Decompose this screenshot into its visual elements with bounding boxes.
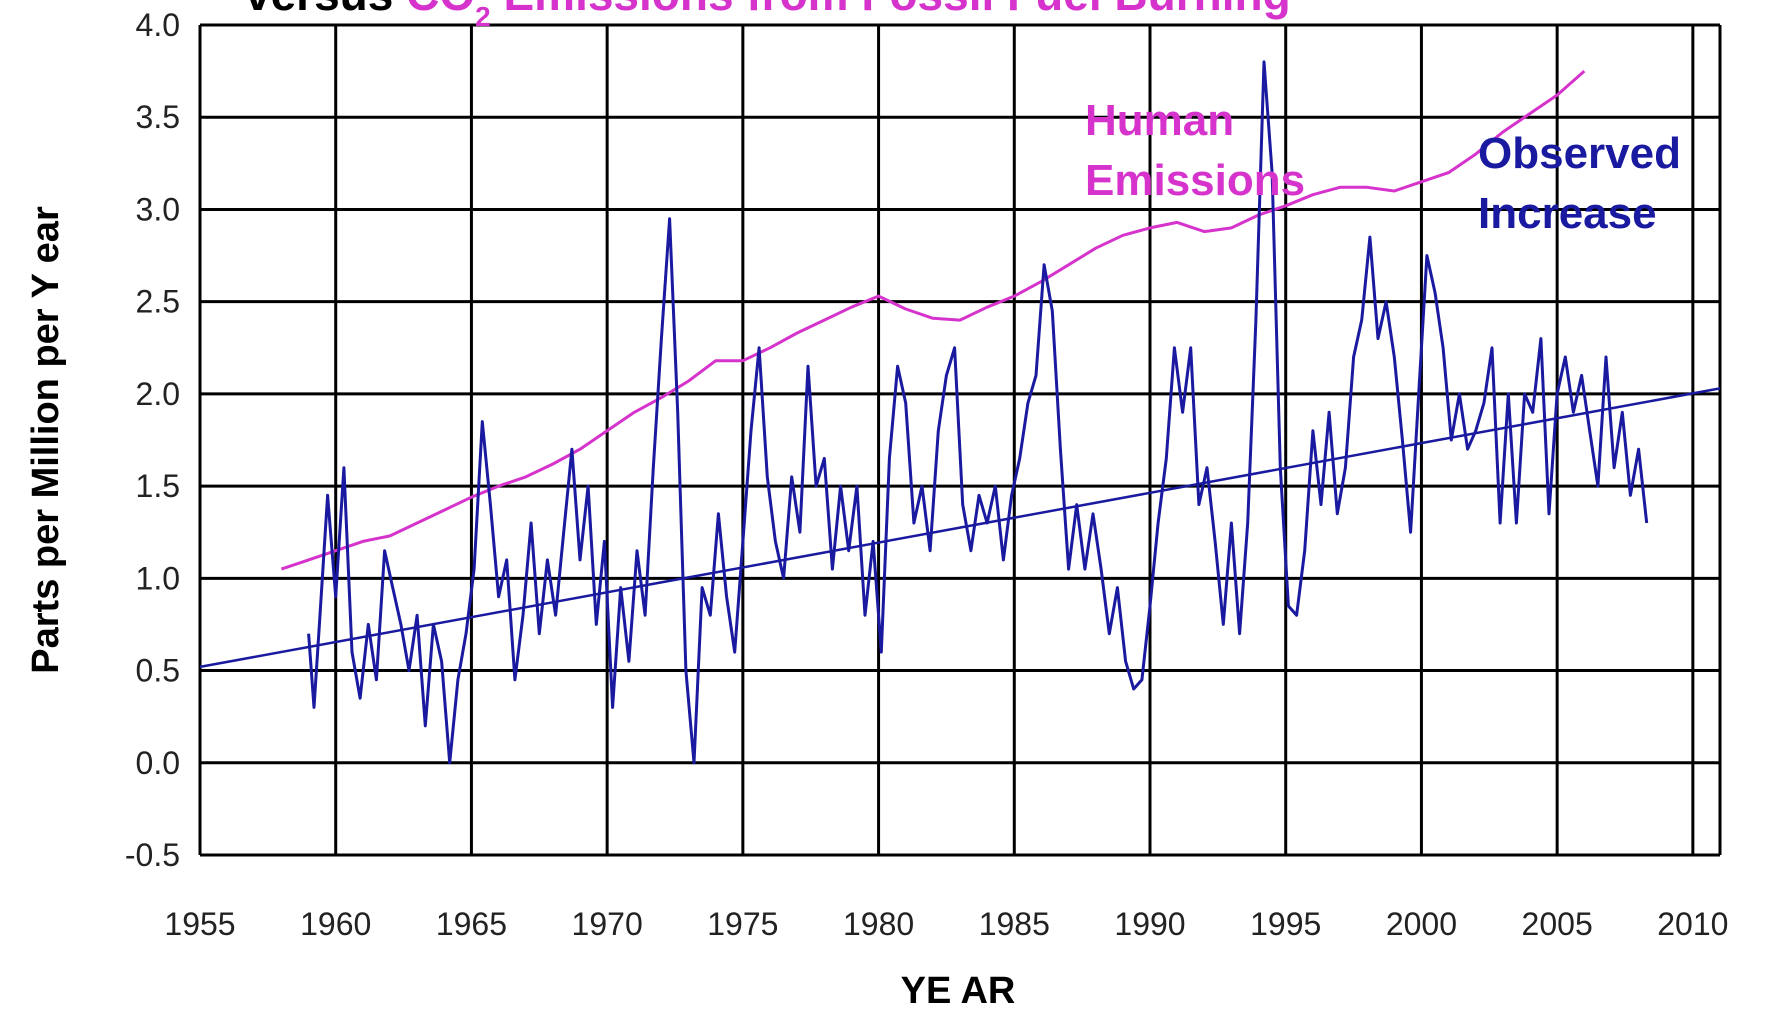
x-tick-1955: 1955 xyxy=(164,906,235,942)
x-tick-2010: 2010 xyxy=(1657,906,1728,942)
chart-title: versus CO2 Emissions from Fossil Fuel Bu… xyxy=(245,0,1291,32)
series-layer xyxy=(199,60,1721,765)
x-tick-1985: 1985 xyxy=(979,906,1050,942)
y-tick-0.5: 0.5 xyxy=(136,653,180,689)
y-tick-2.5: 2.5 xyxy=(136,284,180,320)
x-tick-1970: 1970 xyxy=(572,906,643,942)
x-tick-1975: 1975 xyxy=(707,906,778,942)
vertical-gridlines xyxy=(198,25,1722,855)
x-tick-2005: 2005 xyxy=(1522,906,1593,942)
y-tick-labels: -0.5 0.0 0.5 1.0 1.5 2.0 2.5 3.0 3.5 4.0 xyxy=(125,7,180,873)
x-axis-title: YE AR xyxy=(901,970,1016,1012)
emissions-label-line-1: Human xyxy=(1085,96,1234,145)
observed-label-line-1: Observed xyxy=(1478,129,1681,178)
observed-series-line xyxy=(307,60,1649,765)
title-co2: CO xyxy=(406,0,475,20)
emissions-series-line xyxy=(280,69,1586,571)
y-tick-2.0: 2.0 xyxy=(136,376,180,412)
x-tick-1995: 1995 xyxy=(1250,906,1321,942)
x-tick-2000: 2000 xyxy=(1386,906,1457,942)
y-tick-4.0: 4.0 xyxy=(136,7,180,43)
y-tick-1.5: 1.5 xyxy=(136,468,180,504)
x-tick-1960: 1960 xyxy=(300,906,371,942)
horizontal-gridlines xyxy=(200,23,1720,857)
y-tick--0.5: -0.5 xyxy=(125,837,180,873)
observed-label-line-2: Increase xyxy=(1478,189,1657,238)
y-tick-3.5: 3.5 xyxy=(136,99,180,135)
title-subscript: 2 xyxy=(475,1,491,32)
title-rest: Emissions from Fossil Fuel Burning xyxy=(491,0,1291,20)
x-tick-1965: 1965 xyxy=(436,906,507,942)
y-axis-title: Parts per Million per Y ear xyxy=(25,206,67,674)
y-tick-1.0: 1.0 xyxy=(136,560,180,596)
y-tick-3.0: 3.0 xyxy=(136,191,180,227)
emissions-label-line-2: Emissions xyxy=(1085,156,1305,205)
x-tick-1990: 1990 xyxy=(1114,906,1185,942)
title-prefix: versus xyxy=(245,0,406,20)
x-tick-1980: 1980 xyxy=(843,906,914,942)
y-tick-0.0: 0.0 xyxy=(136,745,180,781)
trend-series-line xyxy=(199,387,1721,669)
x-tick-labels: 1955 1960 1965 1970 1975 1980 1985 1990 1995 2000… xyxy=(164,906,1728,942)
